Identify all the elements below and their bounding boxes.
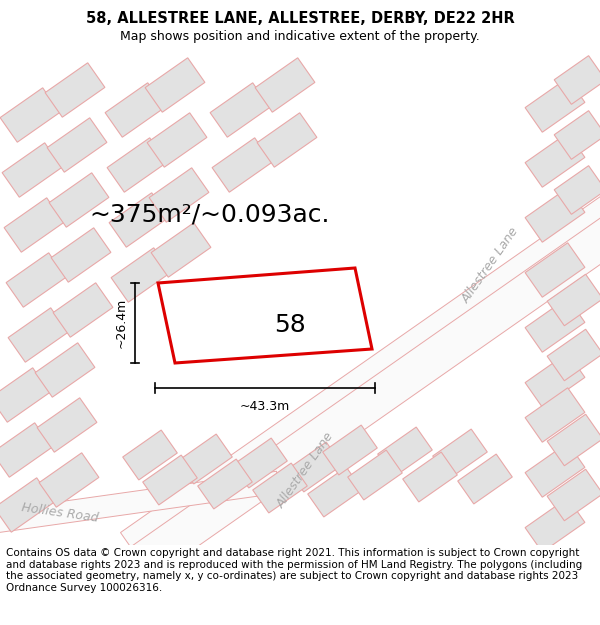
Polygon shape [257,112,317,168]
Polygon shape [105,82,165,138]
Text: ~375m²/~0.093ac.: ~375m²/~0.093ac. [90,203,330,227]
Polygon shape [547,469,600,521]
Text: Contains OS data © Crown copyright and database right 2021. This information is : Contains OS data © Crown copyright and d… [6,548,582,593]
Text: Hollies Road: Hollies Road [21,501,99,525]
Polygon shape [2,142,62,198]
Polygon shape [255,58,315,112]
Polygon shape [458,454,512,504]
Polygon shape [525,442,585,498]
Polygon shape [178,434,232,484]
Polygon shape [0,471,280,549]
Polygon shape [151,222,211,278]
Polygon shape [547,329,600,381]
Polygon shape [323,425,377,475]
Polygon shape [525,188,585,242]
Polygon shape [198,459,252,509]
Polygon shape [378,427,432,477]
Polygon shape [0,88,60,142]
Text: 58, ALLESTREE LANE, ALLESTREE, DERBY, DE22 2HR: 58, ALLESTREE LANE, ALLESTREE, DERBY, DE… [86,11,514,26]
Polygon shape [547,274,600,326]
Polygon shape [49,173,109,228]
Polygon shape [53,282,113,338]
Polygon shape [39,452,99,508]
Polygon shape [554,56,600,104]
Polygon shape [147,112,207,168]
Text: Map shows position and indicative extent of the property.: Map shows position and indicative extent… [120,30,480,43]
Polygon shape [403,452,457,502]
Polygon shape [0,181,600,625]
Polygon shape [525,132,585,188]
Polygon shape [47,118,107,172]
Polygon shape [0,422,52,478]
Polygon shape [0,368,50,423]
Polygon shape [121,16,600,564]
Polygon shape [45,62,105,118]
Polygon shape [433,429,487,479]
Polygon shape [111,248,171,302]
Polygon shape [525,498,585,552]
Polygon shape [51,228,111,282]
Polygon shape [288,442,342,492]
Polygon shape [8,308,68,362]
Polygon shape [233,438,287,488]
Text: ~43.3m: ~43.3m [240,400,290,413]
Polygon shape [525,352,585,408]
Polygon shape [0,478,54,532]
Polygon shape [253,463,307,513]
Polygon shape [547,414,600,466]
Polygon shape [525,298,585,352]
Polygon shape [158,268,372,363]
Text: Allestree Lane: Allestree Lane [274,429,336,511]
Polygon shape [35,342,95,398]
Polygon shape [554,166,600,214]
Polygon shape [210,82,270,138]
Polygon shape [123,430,177,480]
Polygon shape [37,398,97,452]
Text: ~26.4m: ~26.4m [115,298,128,348]
Polygon shape [6,253,66,308]
Polygon shape [4,198,64,252]
Polygon shape [525,78,585,132]
Polygon shape [308,467,362,517]
Polygon shape [554,111,600,159]
Polygon shape [525,242,585,298]
Text: Allestree Lane: Allestree Lane [459,224,521,306]
Polygon shape [212,138,272,192]
Polygon shape [143,455,197,505]
Polygon shape [149,168,209,222]
Polygon shape [145,58,205,112]
Polygon shape [109,192,169,248]
Polygon shape [348,450,402,500]
Text: 58: 58 [274,313,306,337]
Polygon shape [107,138,167,192]
Polygon shape [525,388,585,442]
